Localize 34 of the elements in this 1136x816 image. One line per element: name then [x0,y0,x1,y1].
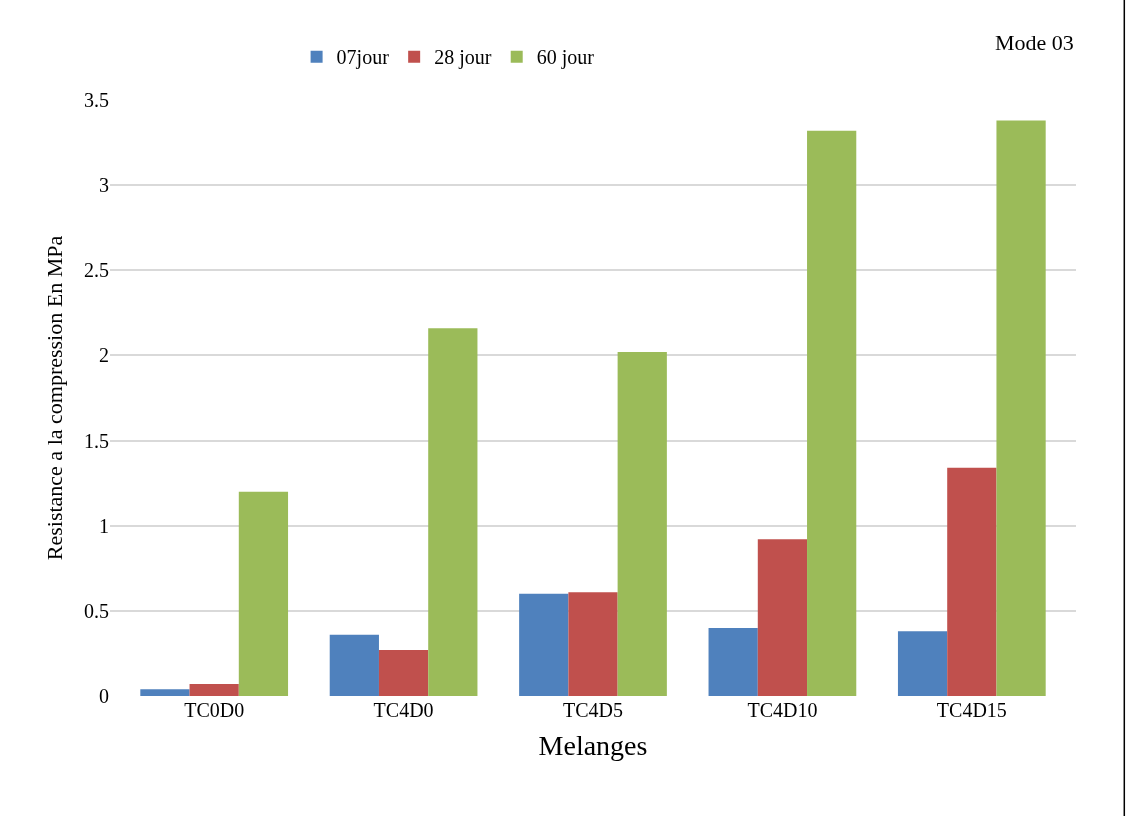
bar [807,130,857,696]
bar [708,627,758,696]
x-tick-label: TC4D5 [563,699,623,721]
y-tick-label: 3 [99,174,109,197]
x-axis-title: Melanges [538,730,648,762]
y-tick-label: 2 [99,344,109,367]
x-tick-label: TC4D15 [936,699,1007,721]
x-tick-label: TC4D0 [373,699,434,721]
legend-label: 28 jour [434,46,492,70]
bar [238,491,289,696]
y-tick-label: 1.5 [84,429,109,452]
bar [617,352,667,696]
bar [947,467,997,696]
y-tick-label: 2.5 [84,259,109,282]
bar [519,593,569,696]
x-tick-label: TC0D0 [184,699,245,721]
text: Mode 03 [995,30,1074,55]
bar [140,689,190,696]
y-axis-title: Resistance a la compression En MPa [41,235,67,561]
y-tick-label: 0 [99,685,109,707]
bar [757,539,808,696]
bar [428,328,478,696]
bar [568,592,618,696]
bar [378,650,429,696]
y-tick-label: 0.5 [84,599,109,622]
legend-label: 60 jour [536,46,595,70]
y-tick-label: 1 [99,514,109,537]
bar [189,684,239,696]
legend-label: 07jour [336,46,390,70]
x-tick-label: TC4D10 [747,699,818,721]
bar [897,631,948,696]
y-tick-label: 3.5 [84,89,109,111]
bar [329,634,379,696]
bar [996,120,1046,696]
